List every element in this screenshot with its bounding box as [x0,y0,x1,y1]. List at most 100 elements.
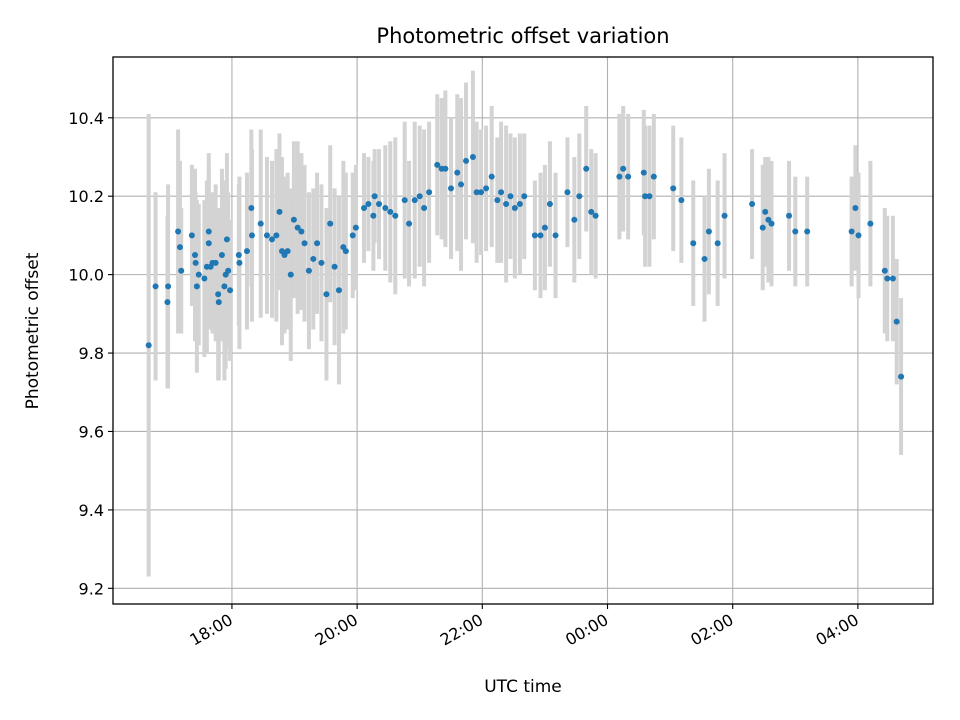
data-point [195,271,202,278]
data-point [426,189,433,196]
data-point [215,291,222,298]
data-point [552,232,559,239]
data-point [225,267,232,274]
y-tick-label: 9.2 [79,579,104,598]
data-point [318,259,325,266]
y-axis-ticks: 9.2 9.4 9.6 9.8 10.0 10.2 10.4 [68,109,113,598]
data-point [401,197,408,204]
data-point [670,185,677,192]
data-point [314,240,321,247]
data-point [175,228,182,235]
data-point [248,232,255,239]
data-point [201,275,208,282]
data-point [855,232,862,239]
data-point [852,204,859,211]
data-point [478,189,485,196]
data-point [192,259,199,266]
data-point [458,181,465,188]
data-point [178,267,185,274]
data-point [473,189,480,196]
data-point [365,201,372,208]
data-point [188,232,195,239]
chart-title: Photometric offset variation [376,24,669,48]
data-point [642,193,649,200]
data-point [786,212,793,219]
data-point [335,287,342,294]
data-point [488,173,495,180]
data-point [516,201,523,208]
data-point [511,204,518,211]
data-point [164,299,171,306]
data-point [349,232,356,239]
data-point [507,193,514,200]
data-point [376,201,383,208]
data-point [382,204,389,211]
data-point [498,189,505,196]
data-point [223,236,230,243]
data-point [305,267,312,274]
data-point [646,193,653,200]
plot-frame [112,56,934,605]
data-point [273,232,280,239]
data-point [294,224,301,231]
data-point [284,248,291,255]
y-tick-label: 10.2 [68,187,104,206]
data-point [893,318,900,325]
data-point [448,185,455,192]
data-point [371,193,378,200]
data-point [640,169,647,176]
data-point [243,248,250,255]
data-point [205,228,212,235]
data-point [236,259,243,266]
data-point [331,263,338,270]
data-point [546,201,553,208]
data-point [768,220,775,227]
data-point [416,193,423,200]
data-point [701,255,708,262]
data-point [310,255,317,262]
data-point [454,169,461,176]
y-axis-title: Photometric offset [23,252,43,409]
data-point [583,165,590,172]
data-point [192,252,198,259]
data-point [483,185,490,192]
data-point [804,228,811,235]
data-point [705,228,712,235]
data-point [421,204,428,211]
data-point [625,173,632,180]
data-point [690,240,697,247]
data-point [889,275,896,282]
data-point [867,220,874,227]
data-point [145,342,152,349]
data-point [205,240,212,247]
data-point [392,212,399,219]
data-point [434,161,441,168]
data-point [411,197,418,204]
data-point [176,244,183,251]
data-point [387,208,394,215]
data-point [165,283,172,290]
data-point [571,216,578,223]
data-point [749,201,756,208]
data-point [227,287,234,294]
data-point [616,173,623,180]
data-point [721,212,728,219]
data-point [301,240,308,247]
data-point [361,204,368,211]
x-axis-title: UTC time [484,677,562,697]
data-point [521,193,528,200]
data-point [327,220,334,227]
data-point [469,153,476,160]
data-point [881,267,888,274]
data-point [370,212,377,219]
data-point [212,259,219,266]
data-point [235,252,242,259]
data-point [898,373,905,380]
data-point [531,232,538,239]
data-point [221,283,228,290]
data-point [290,216,297,223]
data-points [145,153,905,380]
data-point [848,228,855,235]
data-point [620,165,627,172]
data-point [541,224,548,231]
